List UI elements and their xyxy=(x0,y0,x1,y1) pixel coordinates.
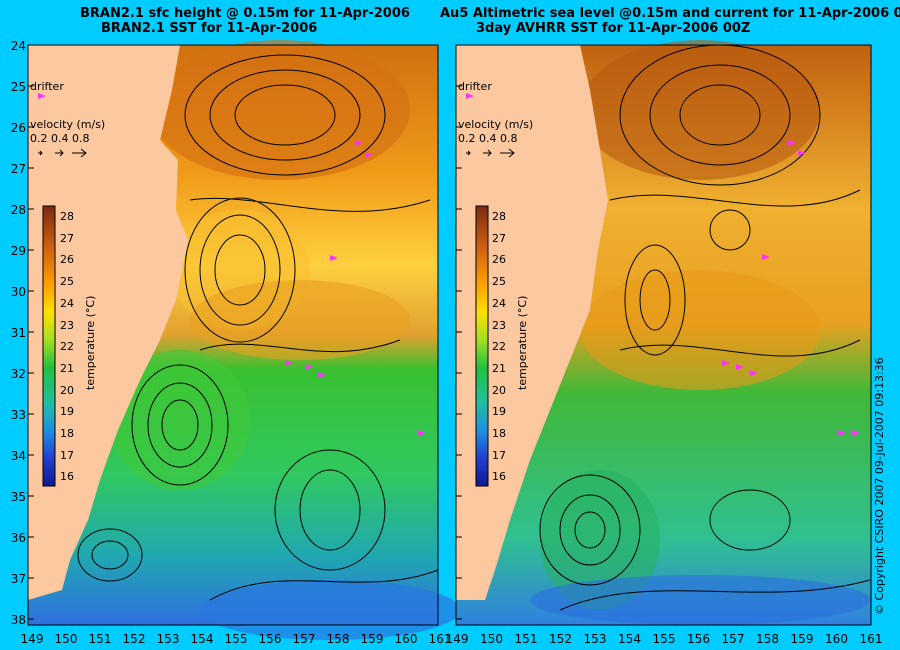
left-colorbar-tick: 21 xyxy=(60,361,74,375)
left-colorbar-tick: 17 xyxy=(60,448,74,462)
right-title-line2: 3day AVHRR SST for 11-Apr-2006 00Z xyxy=(476,21,751,36)
longitude-label: 150 xyxy=(480,632,503,646)
left-velocity-legend-arrows xyxy=(38,148,87,158)
longitude-label: 160 xyxy=(394,632,418,646)
longitude-label: 149 xyxy=(445,632,469,646)
longitude-label: 158 xyxy=(756,632,779,646)
latitude-label: 33 xyxy=(10,408,26,422)
copyright-note: © Copyright CSIRO 2007 09-Jul-2007 09:13… xyxy=(873,357,886,615)
right-land-australia xyxy=(456,45,608,600)
left-colorbar-tick: 18 xyxy=(60,427,74,440)
left-land-australia xyxy=(28,45,188,600)
right-contours xyxy=(539,44,871,611)
left-drifter-label: drifter xyxy=(30,80,64,93)
left-colorbar xyxy=(42,205,56,487)
latitude-label: 26 xyxy=(10,121,26,135)
latitude-label: 32 xyxy=(10,367,26,381)
latitude-label: 36 xyxy=(10,531,26,545)
right-colorbar-tick: 17 xyxy=(492,448,506,462)
latitude-label: 31 xyxy=(10,326,26,340)
right-velocity-legend-arrows xyxy=(466,148,515,158)
left-velocity-label: velocity (m/s) xyxy=(30,118,106,131)
longitude-label: 154 xyxy=(618,632,641,646)
longitude-label: 155 xyxy=(224,632,248,646)
longitude-label: 159 xyxy=(790,632,814,646)
longitude-label: 152 xyxy=(549,632,572,646)
right-colorbar-tick: 16 xyxy=(492,470,506,484)
left-colorbar-tick: 19 xyxy=(60,405,74,419)
left-colorbar-tick: 16 xyxy=(60,470,74,484)
latitude-label: 30 xyxy=(10,285,26,299)
right-colorbar-tick: 24 xyxy=(492,296,506,310)
left-contours xyxy=(77,54,439,601)
right-colorbar-tick: 26 xyxy=(492,253,506,267)
right-colorbar-tick: 22 xyxy=(492,340,506,354)
left-colorbar-tick: 26 xyxy=(60,253,74,267)
longitude-label: 159 xyxy=(360,632,384,646)
right-colorbar-tick: 20 xyxy=(492,383,506,397)
latitude-label: 34 xyxy=(10,449,26,463)
latitude-label: 37 xyxy=(10,572,26,586)
longitude-label: 160 xyxy=(825,632,848,646)
right-velocity-label: velocity (m/s) xyxy=(458,118,534,131)
longitude-label: 158 xyxy=(326,632,350,646)
latitude-label: 28 xyxy=(10,203,26,217)
axis-ticks xyxy=(28,44,462,620)
longitude-label: 151 xyxy=(514,632,538,646)
right-drifter-label: drifter xyxy=(458,80,492,93)
right-drifters xyxy=(466,93,860,436)
latitude-label: 29 xyxy=(10,244,26,258)
longitude-label: 153 xyxy=(583,632,607,646)
right-colorbar-tick: 28 xyxy=(492,210,506,223)
latitude-label: 25 xyxy=(10,80,26,94)
right-map-panel xyxy=(455,40,872,626)
right-colorbar-title: temperature (°C) xyxy=(516,295,529,390)
right-colorbar-tick: 27 xyxy=(492,231,506,245)
right-colorbar-tick: 18 xyxy=(492,427,506,440)
left-colorbar-tick: 22 xyxy=(60,340,74,354)
left-colorbar-tick: 28 xyxy=(60,210,74,223)
left-colorbar-tick: 20 xyxy=(60,383,74,397)
longitude-label: 161 xyxy=(859,632,883,646)
right-title-line1: Au5 Altimetric sea level @0.15m and curr… xyxy=(440,6,900,21)
left-drifters xyxy=(38,93,426,436)
longitude-label: 156 xyxy=(687,632,710,646)
left-colorbar-tick: 25 xyxy=(60,275,74,289)
longitude-label: 156 xyxy=(258,632,282,646)
right-colorbar-tick: 25 xyxy=(492,275,506,289)
left-colorbar-tick: 23 xyxy=(60,318,74,332)
longitude-label: 157 xyxy=(292,632,316,646)
longitude-label: 155 xyxy=(652,632,676,646)
left-velocity-scale: 0.2 0.4 0.8 xyxy=(30,132,90,145)
longitude-label: 152 xyxy=(122,632,146,646)
right-colorbar xyxy=(475,205,489,487)
right-colorbar-tick: 19 xyxy=(492,405,506,419)
latitude-label: 35 xyxy=(10,490,26,504)
right-colorbar-tick: 23 xyxy=(492,318,506,332)
longitude-label: 151 xyxy=(88,632,112,646)
left-map-panel xyxy=(27,40,460,640)
longitude-label: 150 xyxy=(54,632,78,646)
longitude-label: 154 xyxy=(190,632,214,646)
right-colorbar-tick: 21 xyxy=(492,361,506,375)
latitude-label: 27 xyxy=(10,162,26,176)
longitude-label: 157 xyxy=(721,632,745,646)
longitude-label: 149 xyxy=(20,632,44,646)
left-colorbar-tick: 27 xyxy=(60,231,74,245)
latitude-label: 24 xyxy=(10,39,26,53)
left-title-line2: BRAN2.1 SST for 11-Apr-2006 xyxy=(101,21,318,36)
longitude-label: 153 xyxy=(156,632,180,646)
longitude-label: 161 xyxy=(428,632,452,646)
left-colorbar-tick: 24 xyxy=(60,296,74,310)
left-title-line1: BRAN2.1 sfc height @ 0.15m for 11-Apr-20… xyxy=(80,6,410,21)
right-velocity-scale: 0.2 0.4 0.8 xyxy=(458,132,518,145)
left-colorbar-title: temperature (°C) xyxy=(84,295,97,390)
latitude-label: 38 xyxy=(10,613,26,627)
